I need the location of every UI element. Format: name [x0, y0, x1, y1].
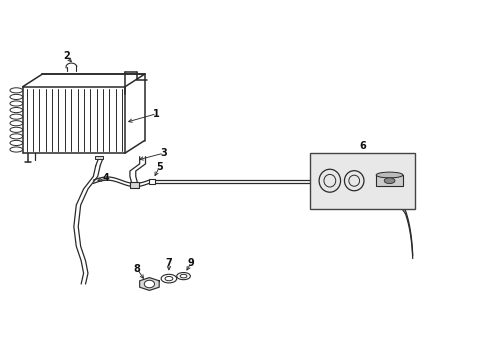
Bar [310, 153, 414, 209]
Text: 7: 7 [165, 258, 172, 268]
Text: 2: 2 [63, 51, 70, 61]
Ellipse shape [323, 174, 335, 187]
Ellipse shape [348, 175, 359, 186]
Ellipse shape [10, 121, 22, 126]
Ellipse shape [164, 276, 172, 281]
Ellipse shape [161, 274, 176, 283]
Polygon shape [140, 278, 159, 291]
Ellipse shape [10, 88, 22, 93]
Text: 6: 6 [358, 141, 365, 151]
Text: 8: 8 [134, 264, 141, 274]
Ellipse shape [10, 108, 22, 113]
Ellipse shape [10, 140, 22, 145]
Ellipse shape [10, 127, 22, 132]
Ellipse shape [180, 274, 186, 278]
Text: 1: 1 [153, 109, 160, 119]
Text: 9: 9 [187, 258, 194, 268]
Bar [149, 179, 155, 184]
Text: 5: 5 [156, 162, 162, 172]
Circle shape [144, 280, 154, 288]
Ellipse shape [319, 169, 340, 192]
Ellipse shape [375, 172, 402, 178]
Ellipse shape [10, 134, 22, 139]
Ellipse shape [344, 171, 363, 191]
Ellipse shape [10, 114, 22, 119]
Ellipse shape [384, 178, 394, 184]
Ellipse shape [10, 94, 22, 99]
Ellipse shape [10, 101, 22, 106]
Bar [95, 156, 103, 159]
Text: 3: 3 [161, 148, 167, 158]
Text: 4: 4 [102, 173, 109, 183]
Ellipse shape [10, 147, 22, 152]
Bar [130, 182, 139, 188]
Ellipse shape [176, 273, 190, 280]
Bar [375, 175, 402, 186]
